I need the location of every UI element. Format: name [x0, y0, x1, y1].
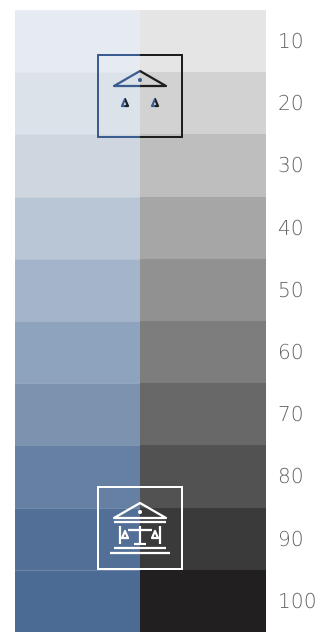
blue-swatch-40 [15, 196, 140, 259]
scale-labels: 10 20 30 40 50 60 70 80 90 100 [274, 10, 320, 632]
gray-swatch-30 [140, 134, 266, 197]
gray-swatch-100 [140, 569, 266, 632]
gray-swatch-50 [140, 258, 266, 321]
scale-label-10: 10 [278, 29, 304, 54]
gray-swatch-60 [140, 321, 266, 384]
blue-swatch-60 [15, 321, 140, 384]
scale-label-50: 50 [278, 277, 304, 302]
color-swatch-panel [15, 10, 266, 632]
courthouse-scales-icon [110, 69, 170, 123]
scale-label-100: 100 [278, 588, 317, 613]
blue-swatch-10 [15, 10, 140, 73]
scale-label-30: 30 [278, 153, 304, 178]
gray-swatch-40 [140, 196, 266, 259]
blue-swatch-30 [15, 134, 140, 197]
blue-swatch-50 [15, 258, 140, 321]
scale-label-40: 40 [278, 215, 304, 240]
courthouse-badge-top [97, 54, 183, 138]
scale-label-60: 60 [278, 340, 304, 365]
blue-swatch-100 [15, 569, 140, 632]
scale-label-70: 70 [278, 402, 304, 427]
gray-swatch-70 [140, 383, 266, 446]
scale-label-20: 20 [278, 91, 304, 116]
scale-label-90: 90 [278, 526, 304, 551]
courthouse-badge-bottom [97, 486, 183, 570]
courthouse-scales-icon [110, 501, 170, 555]
blue-swatch-70 [15, 383, 140, 446]
scale-label-80: 80 [278, 464, 304, 489]
